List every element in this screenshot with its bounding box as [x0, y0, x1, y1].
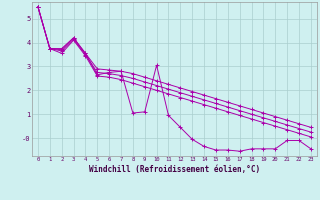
X-axis label: Windchill (Refroidissement éolien,°C): Windchill (Refroidissement éolien,°C) — [89, 165, 260, 174]
